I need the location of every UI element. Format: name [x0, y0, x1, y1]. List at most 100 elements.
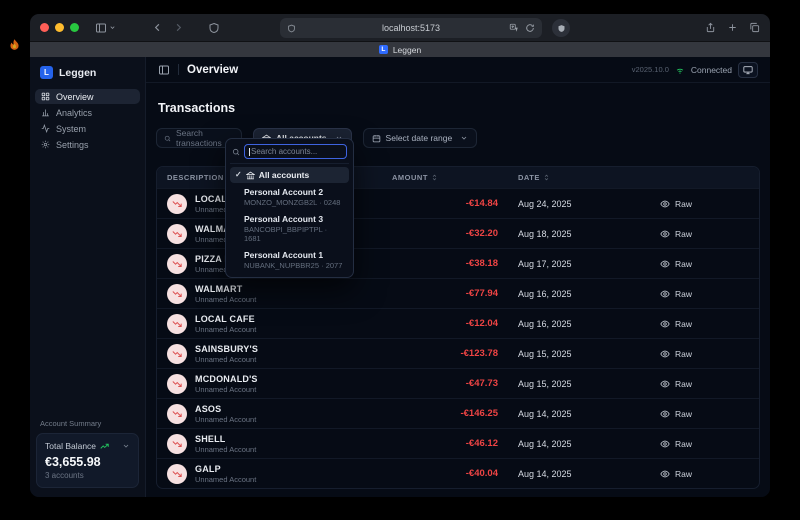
tab-overview-icon[interactable] — [749, 22, 760, 33]
merchant-avatar — [167, 433, 187, 454]
transaction-amount: -€123.78 — [460, 348, 498, 359]
browser-sidebar-button[interactable] — [95, 22, 116, 34]
page-title: Overview — [187, 63, 239, 76]
raw-label: Raw — [675, 288, 693, 299]
transaction-date: Aug 14, 2025 — [518, 408, 572, 419]
section-title: Transactions — [158, 101, 236, 115]
raw-button[interactable]: Raw — [660, 199, 692, 209]
transaction-date: Aug 18, 2025 — [518, 228, 572, 239]
sort-icon — [432, 174, 437, 181]
table-row[interactable]: MCDONALD'S Unnamed Account -€47.73 Aug 1… — [157, 368, 759, 398]
account-option[interactable]: Personal Account 1 NUBANK_NUPBBR25 · 207… — [230, 246, 349, 273]
merchant-name: WALMART — [195, 283, 243, 294]
transaction-date: Aug 14, 2025 — [518, 438, 572, 449]
new-tab-icon[interactable] — [727, 22, 738, 33]
raw-button[interactable]: Raw — [660, 469, 692, 479]
tab-title[interactable]: Leggen — [392, 44, 422, 55]
trending-down-icon — [172, 230, 182, 237]
account-name: Unnamed Account — [195, 414, 257, 424]
eye-icon — [660, 320, 670, 327]
merchant-avatar — [167, 283, 187, 304]
share-icon[interactable] — [705, 22, 716, 33]
extension-icon[interactable] — [552, 19, 570, 37]
trending-down-icon — [172, 470, 182, 477]
zoom-window-button[interactable] — [70, 23, 79, 32]
merchant-avatar — [167, 373, 187, 394]
transaction-amount: -€47.73 — [465, 378, 498, 389]
raw-button[interactable]: Raw — [660, 229, 692, 239]
content-area: Transactions Search transactions All acc… — [146, 83, 770, 497]
translate-icon[interactable] — [509, 23, 519, 33]
raw-button[interactable]: Raw — [660, 379, 692, 389]
sidebar-nav: Overview Analytics System Settings — [30, 87, 145, 154]
app-logo-row: L Leggen — [30, 57, 145, 87]
trending-down-icon — [172, 410, 182, 417]
table-row[interactable]: GALP Unnamed Account -€40.04 Aug 14, 202… — [157, 458, 759, 488]
sidebar-item-system[interactable]: System — [35, 121, 140, 136]
close-window-button[interactable] — [40, 23, 49, 32]
transaction-date: Aug 16, 2025 — [518, 318, 572, 329]
sidebar-toggle-icon[interactable] — [158, 64, 170, 76]
column-header-date[interactable]: DATE — [498, 173, 660, 182]
eye-icon — [660, 380, 670, 387]
table-row[interactable]: SAINSBURY'S Unnamed Account -€123.78 Aug… — [157, 338, 759, 368]
raw-button[interactable]: Raw — [660, 319, 692, 329]
activity-icon — [41, 124, 50, 133]
raw-button[interactable]: Raw — [660, 289, 692, 299]
account-option-all[interactable]: ✓ All accounts — [230, 167, 349, 183]
trending-down-icon — [172, 380, 182, 387]
dropdown-search-row: Search accounts... — [230, 143, 349, 164]
reload-icon[interactable] — [525, 23, 535, 33]
trending-down-icon — [172, 350, 182, 357]
search-icon — [164, 135, 171, 141]
page-header: Overview v2025.10.0 Connected — [146, 57, 770, 83]
tab-bar: L Leggen — [30, 42, 770, 57]
merchant-name: GALP — [195, 463, 221, 474]
transaction-amount: -€77.94 — [465, 288, 498, 299]
total-balance-card[interactable]: Total Balance €3,655.98 3 accounts — [36, 433, 139, 488]
minimize-window-button[interactable] — [55, 23, 64, 32]
forward-button[interactable] — [173, 22, 184, 33]
privacy-shield-icon[interactable] — [208, 22, 220, 34]
transaction-amount: -€32.20 — [465, 228, 498, 239]
transaction-date: Aug 16, 2025 — [518, 288, 572, 299]
raw-button[interactable]: Raw — [660, 259, 692, 269]
sort-icon — [544, 174, 549, 181]
account-option[interactable]: Personal Account 3 BANCOBPI_BBPIPTPL · 1… — [230, 210, 349, 246]
account-summary-label: Account Summary — [40, 419, 102, 428]
eye-icon — [660, 350, 670, 357]
back-button[interactable] — [152, 22, 163, 33]
display-mode-button[interactable] — [738, 61, 758, 78]
raw-button[interactable]: Raw — [660, 409, 692, 419]
sidebar-item-overview[interactable]: Overview — [35, 89, 140, 104]
merchant-name: ASOS — [195, 403, 222, 414]
balance-card-chevron[interactable] — [122, 442, 130, 450]
dropdown-search-input[interactable]: Search accounts... — [244, 144, 347, 159]
raw-button[interactable]: Raw — [660, 349, 692, 359]
transaction-date: Aug 15, 2025 — [518, 348, 572, 359]
sidebar-item-analytics[interactable]: Analytics — [35, 105, 140, 120]
tab-favicon: L — [378, 45, 388, 54]
column-header-amount[interactable]: AMOUNT — [382, 173, 498, 182]
chevron-down-icon — [461, 136, 467, 140]
table-row[interactable]: LOCAL CAFE Unnamed Account -€12.04 Aug 1… — [157, 308, 759, 338]
transaction-amount: -€12.04 — [465, 318, 498, 329]
table-row[interactable]: SHELL Unnamed Account -€46.12 Aug 14, 20… — [157, 428, 759, 458]
table-row[interactable]: ASOS Unnamed Account -€146.25 Aug 14, 20… — [157, 398, 759, 428]
chevron-down-icon — [123, 444, 129, 448]
transaction-amount: -€14.84 — [465, 198, 498, 209]
sidebar-item-settings[interactable]: Settings — [35, 137, 140, 152]
date-range-button[interactable]: Select date range — [362, 128, 478, 148]
trending-down-icon — [172, 320, 182, 327]
trending-down-icon — [172, 290, 182, 297]
account-option-detail: MONZO_MONZGB2L · 0248 — [244, 198, 341, 207]
sidebar-item-label: System — [56, 123, 87, 134]
address-bar[interactable]: localhost:5173 — [280, 18, 542, 38]
merchant-avatar — [167, 223, 187, 244]
raw-label: Raw — [675, 438, 693, 449]
account-option[interactable]: Personal Account 2 MONZO_MONZGB2L · 0248 — [230, 183, 349, 210]
account-option-detail: BANCOBPI_BBPIPTPL · 1681 — [244, 225, 328, 243]
table-row[interactable]: WALMART Unnamed Account -€77.94 Aug 16, … — [157, 278, 759, 308]
raw-button[interactable]: Raw — [660, 439, 692, 449]
browser-window: localhost:5173 L Leggen — [30, 14, 770, 497]
